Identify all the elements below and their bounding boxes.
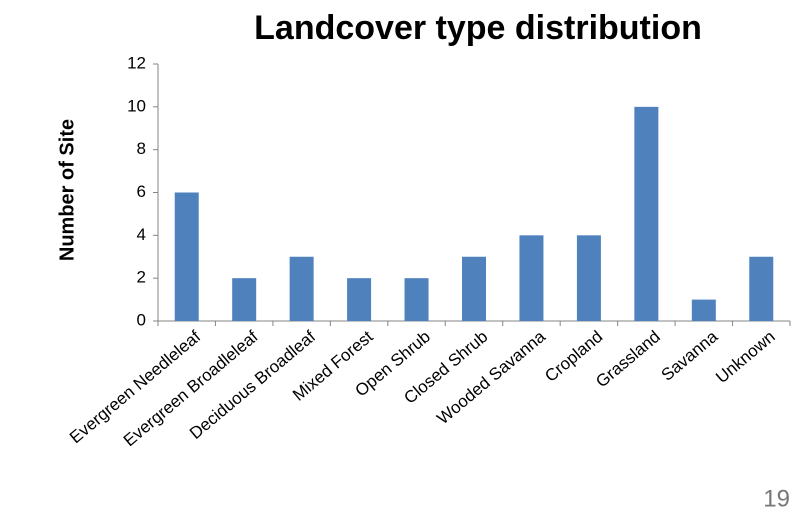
x-tick-label: Unknown [712,327,779,387]
bar [634,106,659,321]
bar [462,256,486,321]
y-axis-label: Number of Site [56,119,78,261]
bar [289,256,314,321]
bar [174,192,199,321]
bar [232,278,257,321]
bar [347,278,372,321]
y-tick-label: 8 [137,139,146,158]
y-tick-label: 10 [127,96,146,115]
y-tick-label: 12 [127,53,146,72]
slide-number: 19 [763,485,790,512]
y-tick-label: 6 [137,182,146,201]
y-tick-label: 4 [137,225,146,244]
y-tick-label: 2 [137,268,146,287]
y-tick-label: 0 [137,310,146,329]
bar [404,278,429,321]
x-tick-label: Grassland [592,327,664,391]
chart-title: Landcover type distribution [254,9,702,47]
bar [691,299,716,321]
x-tick-label: Wooded Savanna [433,327,549,429]
bar [519,235,544,321]
bar [749,256,774,321]
x-tick-label: Savanna [658,327,722,385]
bar [576,235,601,321]
